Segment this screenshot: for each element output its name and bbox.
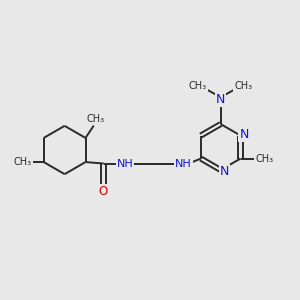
Text: CH₃: CH₃	[189, 81, 207, 91]
Text: CH₃: CH₃	[234, 81, 252, 91]
Text: CH₃: CH₃	[86, 114, 104, 124]
Text: N: N	[220, 165, 229, 178]
Text: O: O	[98, 185, 107, 198]
Text: NH: NH	[117, 158, 134, 169]
Text: NH: NH	[175, 158, 192, 169]
Text: CH₃: CH₃	[13, 157, 31, 167]
Text: N: N	[239, 128, 249, 141]
Text: N: N	[216, 93, 225, 106]
Text: CH₃: CH₃	[255, 154, 273, 164]
